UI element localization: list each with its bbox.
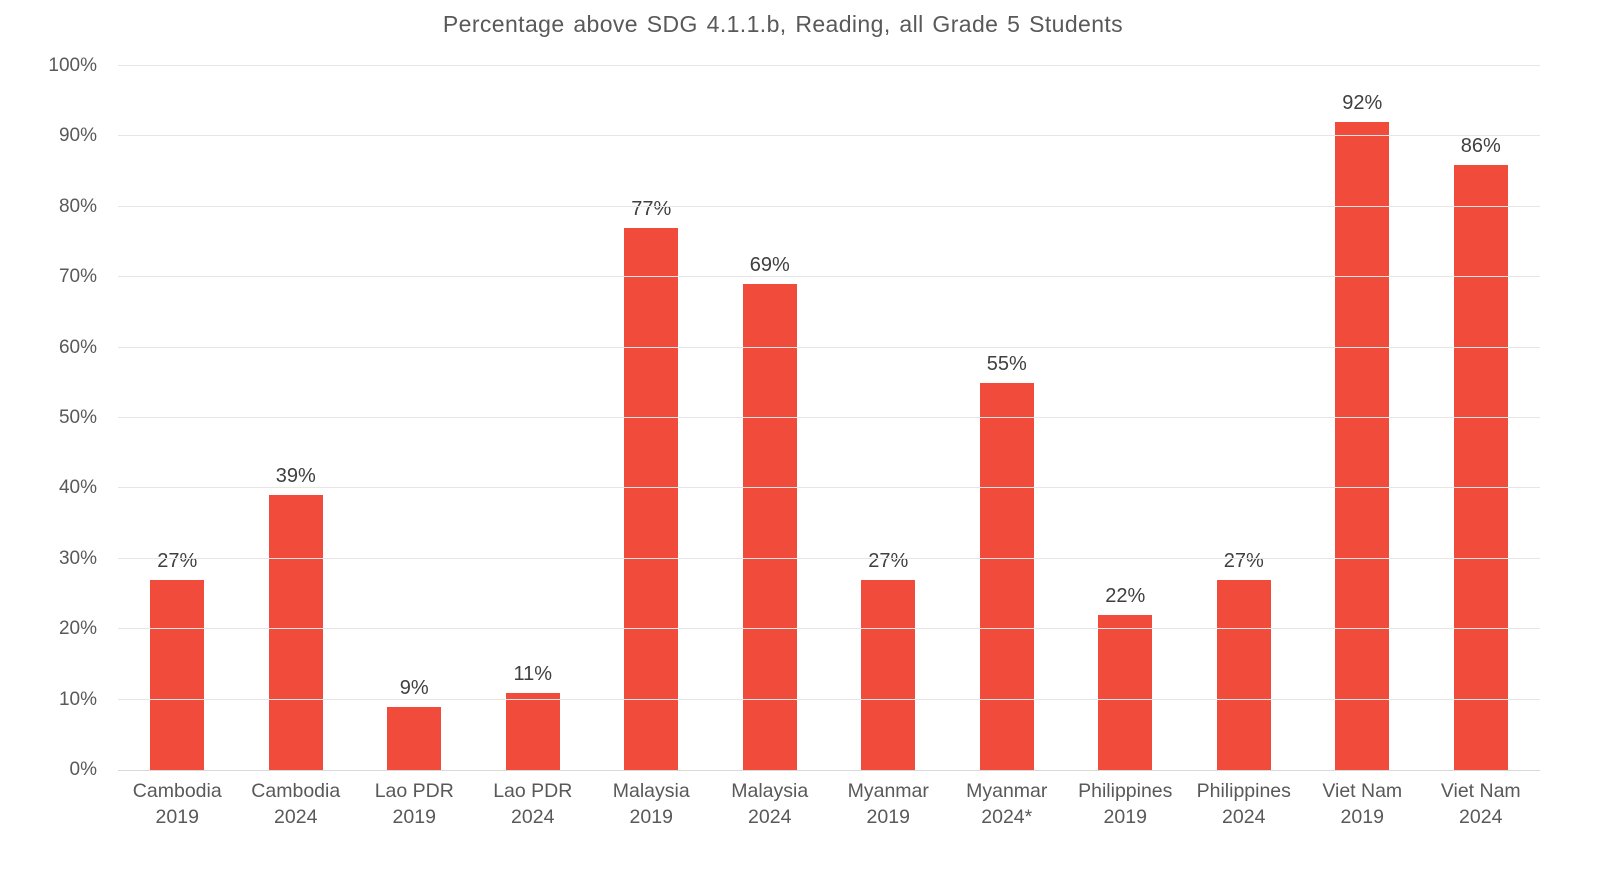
bar-value-label: 86% [1460, 134, 1501, 157]
y-tick-label: 40% [58, 477, 97, 499]
bar [1335, 122, 1390, 770]
gridline [118, 205, 1540, 207]
x-tick-label: Lao PDR 2024 [493, 780, 573, 828]
gridline [118, 65, 1540, 66]
x-axis: Cambodia 2019 Cambodia 2024 Lao PDR 2019 Lao P… [118, 779, 1540, 831]
bar-slot: 9% [355, 66, 474, 770]
y-tick-label: 10% [58, 688, 97, 710]
bar-slot: 92% [1303, 66, 1422, 770]
x-axis-line [118, 770, 1540, 771]
bar-value-label: 27% [868, 549, 909, 572]
chart-title: Percentage above SDG 4.1.1.b, Reading, a… [442, 11, 1124, 37]
bar [1216, 579, 1271, 770]
x-tick-label: Philippines 2019 [1078, 780, 1173, 828]
x-tick-label: Myanmar 2019 [847, 780, 929, 828]
bar-value-label: 22% [1105, 585, 1146, 608]
gridline [118, 346, 1540, 348]
bar-value-label: 92% [1342, 92, 1383, 115]
y-tick-label: 20% [58, 618, 97, 640]
bar [861, 579, 916, 770]
bar-slot: 11% [474, 66, 593, 770]
bar [150, 579, 205, 770]
plot-area: 27% 39% 9% 11% 77% 69% 27% 55% 22% 27% 92% 86% [118, 65, 1540, 771]
y-tick-label: 100% [48, 55, 97, 76]
x-tick-label: Malaysia 2019 [612, 780, 690, 828]
gridline [118, 417, 1540, 418]
bar-value-label: 27% [157, 549, 198, 572]
y-tick-label: 0% [69, 759, 97, 780]
bars-layer: 27% 39% 9% 11% 77% 69% 27% 55% 22% 27% 92% 86% [118, 66, 1540, 770]
bar-slot: 39% [237, 66, 356, 770]
bar-slot: 22% [1066, 66, 1185, 770]
y-tick-label: 30% [58, 547, 97, 569]
gridline [118, 557, 1540, 559]
bar [1098, 615, 1153, 770]
y-tick-label: 60% [58, 336, 97, 358]
y-tick-label: 90% [58, 125, 97, 147]
bar-slot: 27% [829, 66, 948, 770]
bar-slot: 55% [948, 66, 1067, 770]
bar-value-label: 27% [1223, 549, 1264, 572]
bar [742, 284, 797, 770]
bar-slot: 86% [1422, 66, 1541, 770]
bar-slot: 77% [592, 66, 711, 770]
gridline [118, 698, 1540, 700]
bar [624, 227, 679, 770]
x-tick-label: Myanmar 2024* [966, 780, 1048, 828]
x-tick-label: Malaysia 2024 [731, 780, 809, 828]
gridline [118, 487, 1540, 489]
bar-value-label: 55% [986, 352, 1027, 375]
gridline [118, 628, 1540, 630]
bar [505, 692, 560, 770]
x-tick-label: Viet Nam 2019 [1322, 780, 1403, 828]
bar [268, 495, 323, 770]
y-tick-label: 80% [58, 195, 97, 217]
bar-slot: 27% [1185, 66, 1304, 770]
bar [1453, 164, 1508, 770]
bar-value-label: 69% [749, 254, 790, 277]
x-tick-label: Philippines 2024 [1196, 780, 1291, 828]
bar-slot: 69% [711, 66, 830, 770]
bar-value-label: 9% [399, 676, 429, 699]
x-tick-label: Viet Nam 2024 [1440, 780, 1521, 828]
y-tick-label: 70% [58, 266, 97, 288]
bar-slot: 27% [118, 66, 237, 770]
y-tick-label: 50% [58, 407, 97, 428]
bar-value-label: 77% [631, 197, 672, 220]
bar [979, 382, 1034, 770]
gridline [118, 135, 1540, 137]
bar [387, 706, 442, 770]
bar-value-label: 11% [513, 662, 553, 685]
y-axis: 0% 10% 20% 30% 40% 50% 60% 70% 80% 90% 100% [0, 55, 97, 780]
x-tick-label: Cambodia 2019 [132, 780, 222, 828]
gridline [118, 276, 1540, 278]
bar-value-label: 39% [275, 465, 316, 488]
x-tick-label: Lao PDR 2019 [374, 780, 454, 828]
x-tick-label: Cambodia 2024 [251, 780, 341, 828]
